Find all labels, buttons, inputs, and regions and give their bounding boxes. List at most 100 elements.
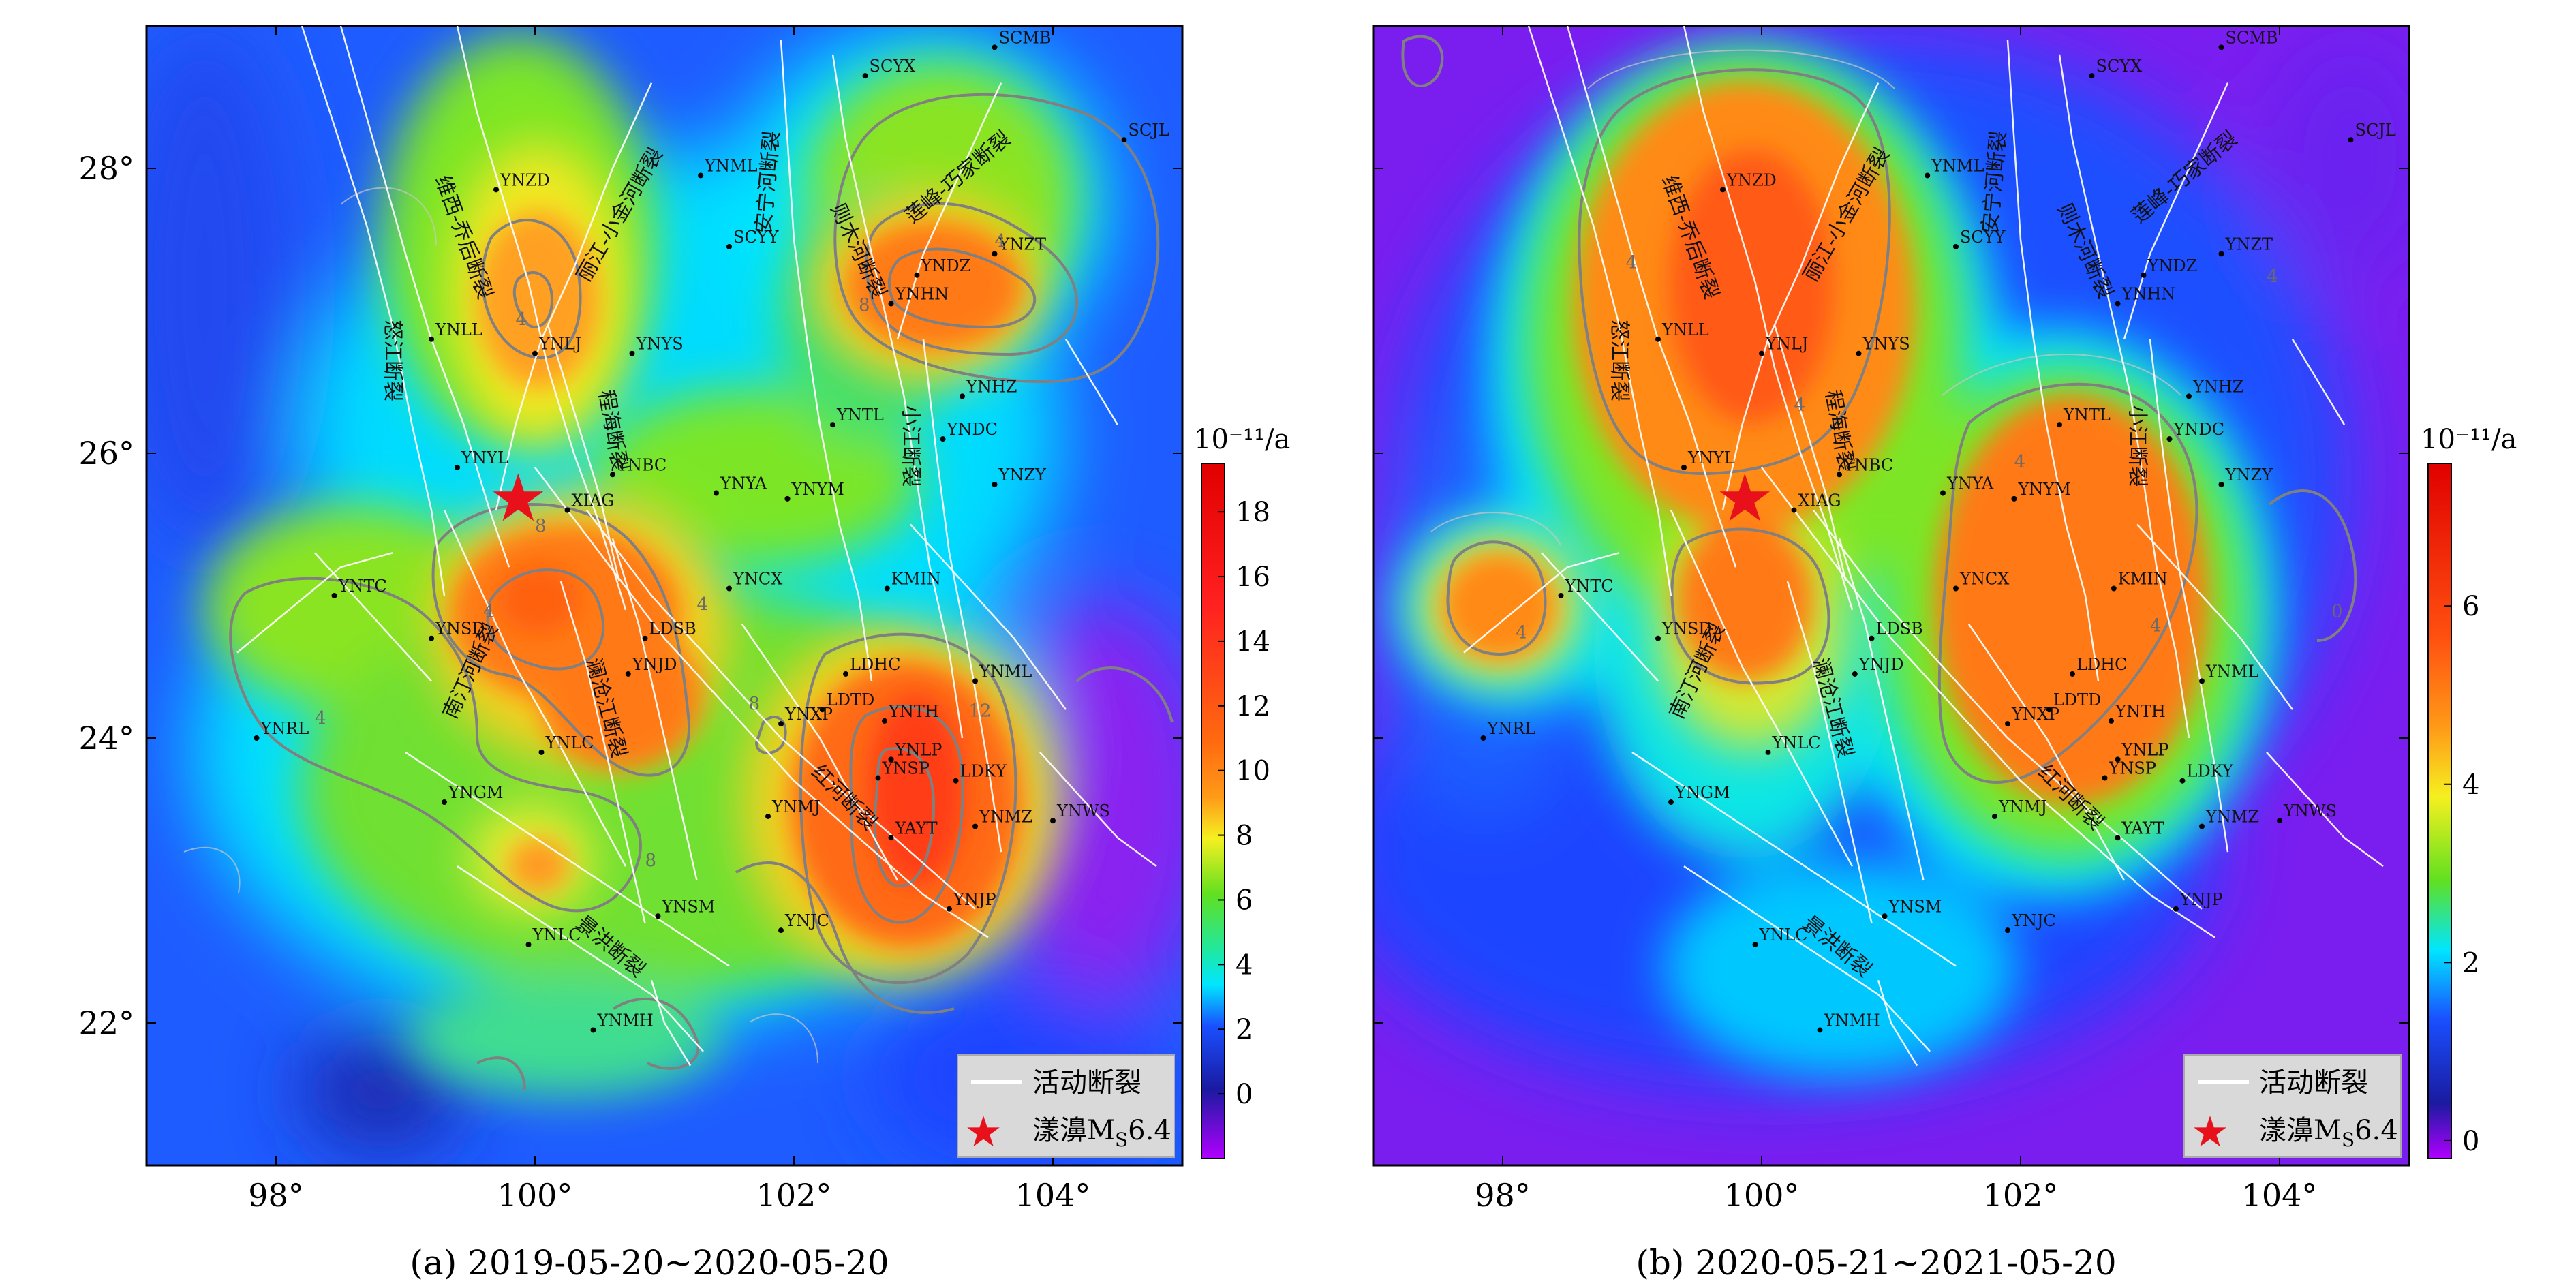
station-label: YNJP bbox=[2179, 890, 2223, 909]
station-marker bbox=[2111, 585, 2117, 592]
active-fault-line bbox=[1773, 324, 1847, 582]
station-marker bbox=[590, 1027, 596, 1033]
station-label: YNJP bbox=[953, 890, 996, 909]
station-label: YNTH bbox=[888, 702, 939, 721]
station-label: SCYY bbox=[1960, 228, 2006, 247]
station-marker bbox=[1752, 942, 1758, 948]
contour-label: 4 bbox=[1626, 252, 1638, 273]
station-label: YNLC bbox=[1772, 733, 1821, 752]
station-label: YNYA bbox=[720, 474, 767, 493]
station-label: YNZD bbox=[500, 170, 550, 189]
station-label: LDKY bbox=[2187, 762, 2234, 781]
station-marker bbox=[254, 735, 260, 741]
station-label: YNTL bbox=[2063, 405, 2111, 425]
station-marker bbox=[2011, 495, 2017, 502]
station-label: YNDC bbox=[2173, 420, 2224, 439]
station-marker bbox=[2057, 422, 2062, 428]
station-marker bbox=[1050, 818, 1056, 824]
station-marker bbox=[972, 678, 978, 684]
colorbar-tick-label: 8 bbox=[1236, 821, 1253, 852]
contour-label: 4 bbox=[697, 594, 709, 615]
station-marker bbox=[1720, 187, 1726, 193]
active-fault-line bbox=[2266, 752, 2384, 868]
station-marker bbox=[819, 707, 825, 713]
contour-label: 8 bbox=[535, 516, 547, 536]
station-label: SCYX bbox=[870, 57, 916, 76]
active-fault-line bbox=[2149, 339, 2229, 853]
legend-quake-label: 漾濞MS6.4 bbox=[1032, 1115, 1171, 1151]
station-label: YNLJ bbox=[1765, 335, 1808, 354]
colorbar-tick-label: 14 bbox=[1236, 626, 1270, 658]
active-fault-line bbox=[2006, 40, 2100, 681]
active-fault-line bbox=[922, 339, 1002, 853]
station-label: KMIN bbox=[891, 570, 941, 589]
colorbar-tick-label: 18 bbox=[1236, 497, 1270, 528]
station-label: YNSP bbox=[2109, 759, 2156, 778]
contour-label: 4 bbox=[516, 309, 527, 330]
contour-label: 4 bbox=[1794, 395, 1806, 415]
legend-fault-label: 活动断裂 bbox=[1032, 1067, 1141, 1099]
station-marker bbox=[992, 44, 998, 50]
station-marker bbox=[2173, 906, 2179, 912]
active-fault-line bbox=[1721, 82, 1880, 510]
active-fault-line bbox=[301, 26, 446, 596]
active-fault-line bbox=[1683, 26, 1854, 611]
station-label: YNMJ bbox=[1998, 797, 2047, 816]
active-fault-line bbox=[1813, 509, 2203, 910]
contour-label: 8 bbox=[645, 850, 657, 871]
station-label: YNMJ bbox=[771, 797, 821, 816]
colorbar-tick-label: 16 bbox=[1236, 562, 1270, 593]
station-label: YNDZ bbox=[921, 256, 971, 275]
station-label: YNJD bbox=[1858, 655, 1904, 674]
station-label: YNMH bbox=[597, 1011, 654, 1030]
station-marker bbox=[2102, 775, 2108, 781]
active-fault-line bbox=[2123, 82, 2229, 340]
station-marker bbox=[442, 799, 447, 806]
station-label: YNHN bbox=[895, 285, 949, 304]
station-marker bbox=[960, 393, 965, 399]
active-fault-line bbox=[1631, 751, 1957, 967]
station-marker bbox=[726, 243, 732, 249]
station-label: YNWS bbox=[2283, 801, 2337, 821]
station-marker bbox=[2186, 393, 2192, 399]
station-marker bbox=[862, 73, 868, 79]
station-marker bbox=[2199, 678, 2205, 684]
active-fault-line bbox=[1683, 865, 1931, 1052]
active-fault-line bbox=[831, 54, 964, 739]
station-marker bbox=[2179, 778, 2186, 784]
station-marker bbox=[2089, 73, 2095, 79]
contour-label: 12 bbox=[969, 701, 992, 722]
contour-label: 4 bbox=[1516, 623, 1527, 643]
station-label: YNTH bbox=[2115, 702, 2166, 721]
colorbar-a-unit: 10⁻¹¹/a bbox=[1194, 424, 1290, 455]
station-marker bbox=[882, 718, 887, 724]
panel-a: 维西-乔后断裂 丽江-小金河断裂 安宁河断裂则木河断裂莲峰-巧家断裂怒江断裂程海断裂… bbox=[78, 25, 1290, 1283]
active-fault-line bbox=[2058, 54, 2190, 739]
active-fault-line bbox=[457, 865, 704, 1052]
colorbar-tick-label: 6 bbox=[2462, 591, 2479, 622]
station-marker bbox=[1480, 735, 1486, 741]
active-fault-line bbox=[236, 552, 393, 654]
station-label: YNZY bbox=[998, 465, 1047, 485]
station-label: YNYA bbox=[1946, 474, 1994, 493]
legend-star-icon: ★ bbox=[2191, 1107, 2229, 1156]
station-label: YNJC bbox=[2011, 911, 2056, 930]
station-label: YNLL bbox=[1661, 320, 1709, 339]
active-fault-line bbox=[1463, 552, 1620, 654]
station-label: YNCX bbox=[1959, 570, 2009, 589]
station-marker bbox=[765, 813, 771, 819]
fault-lines-b bbox=[1463, 26, 2384, 1067]
station-marker bbox=[1856, 350, 1862, 356]
strain-field-b bbox=[1373, 26, 2409, 1165]
legend-b: 活动断裂 ★ 漾濞MS6.4 bbox=[2183, 1054, 2402, 1158]
station-marker bbox=[1992, 813, 1997, 819]
contour-label: 4 bbox=[2267, 266, 2278, 287]
station-marker bbox=[1852, 671, 1858, 677]
active-fault-line bbox=[1877, 979, 1918, 1067]
station-label: YNLC bbox=[1759, 925, 1808, 945]
station-label: XIAG bbox=[1798, 491, 1841, 510]
station-marker bbox=[830, 422, 835, 428]
active-fault-line bbox=[1761, 467, 2215, 938]
y-tick-label: 22° bbox=[78, 1005, 134, 1041]
station-marker bbox=[1953, 585, 1959, 592]
